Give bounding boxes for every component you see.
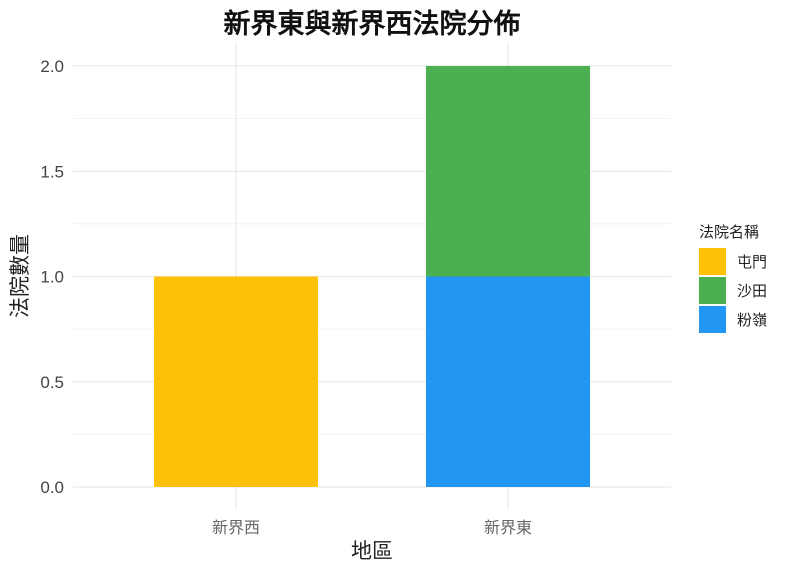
x-tick-label: 新界東 — [484, 518, 532, 537]
bars — [154, 66, 590, 487]
bar-segment — [154, 276, 318, 487]
legend-swatch — [699, 248, 726, 275]
bar-segment — [426, 276, 590, 487]
y-tick-label: 2.0 — [40, 57, 64, 76]
chart-title: 新界東與新界西法院分佈 — [224, 8, 521, 40]
legend-title: 法院名稱 — [699, 223, 759, 241]
y-tick-label: 0.0 — [40, 478, 64, 497]
x-axis-title: 地區 — [351, 539, 393, 563]
legend-swatch — [699, 277, 726, 304]
x-axis-ticks: 新界西 新界東 — [212, 518, 532, 537]
legend-label: 屯門 — [737, 253, 767, 271]
bar-segment — [426, 66, 590, 277]
legend-label: 粉嶺 — [737, 311, 767, 329]
legend-label: 沙田 — [737, 282, 767, 300]
legend-swatch — [699, 306, 726, 333]
y-axis-title: 法院數量 — [8, 234, 32, 318]
y-tick-label: 1.0 — [40, 268, 64, 287]
x-tick-label: 新界西 — [212, 518, 260, 537]
y-axis-ticks: 0.0 0.5 1.0 1.5 2.0 — [40, 57, 64, 497]
y-tick-label: 0.5 — [40, 373, 64, 392]
y-tick-label: 1.5 — [40, 162, 64, 181]
